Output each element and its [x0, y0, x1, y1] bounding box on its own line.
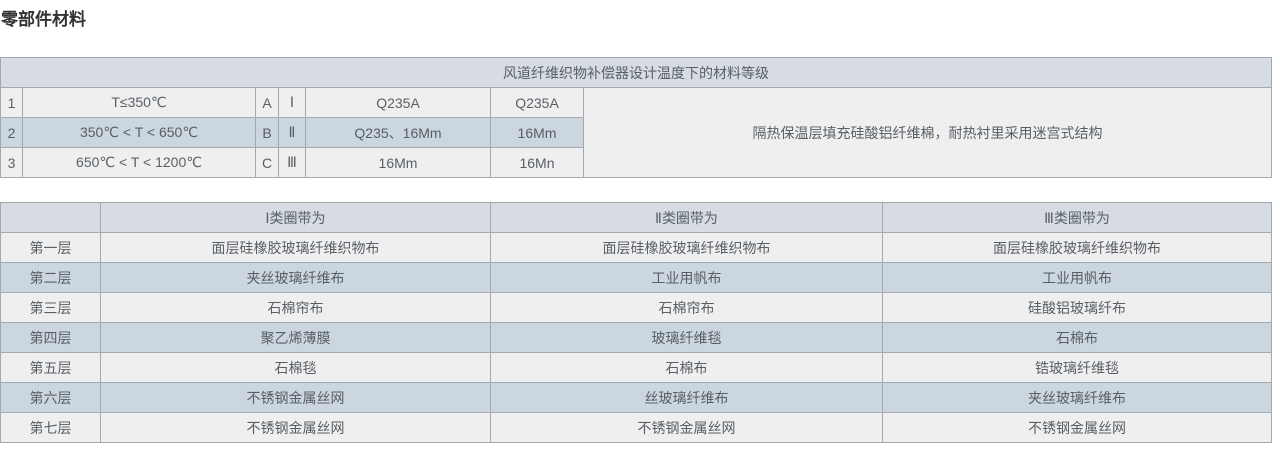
- class1-material: 面层硅橡胶玻璃纤维织物布: [100, 232, 491, 263]
- steel-type-1: 16Mm: [305, 147, 491, 178]
- table-row: 第三层 石棉帘布 石棉帘布 硅酸铝玻璃纤布: [0, 292, 1272, 323]
- class2-material: 工业用帆布: [490, 262, 883, 293]
- steel-type-1: Q235A: [305, 87, 491, 118]
- class3-material: 工业用帆布: [882, 262, 1272, 293]
- row-number: 3: [0, 147, 23, 178]
- class-numeral: Ⅱ: [278, 117, 306, 148]
- grade-letter: C: [255, 147, 279, 178]
- class3-material: 硅酸铝玻璃纤布: [882, 292, 1272, 323]
- layer-label: 第五层: [0, 352, 101, 383]
- class2-material: 玻璃纤维毯: [490, 322, 883, 353]
- layer-label: 第三层: [0, 292, 101, 323]
- table-row: 1 T≤350℃ A Ⅰ Q235A Q235A 隔热保温层填充硅酸铝纤维棉，耐…: [0, 87, 1272, 178]
- band-class-3-header: Ⅲ类圈带为: [882, 202, 1272, 233]
- steel-type-2: 16Mm: [490, 117, 584, 148]
- row-number: 1: [0, 87, 23, 118]
- class2-material: 石棉布: [490, 352, 883, 383]
- row-number: 2: [0, 117, 23, 148]
- temperature-range: 650℃ < T < 1200℃: [22, 147, 256, 178]
- class-numeral: Ⅲ: [278, 147, 306, 178]
- layer-label: 第四层: [0, 322, 101, 353]
- class1-material: 不锈钢金属丝网: [100, 382, 491, 413]
- class3-material: 不锈钢金属丝网: [882, 412, 1272, 443]
- class2-material: 不锈钢金属丝网: [490, 412, 883, 443]
- table-header-row: Ⅰ类圈带为 Ⅱ类圈带为 Ⅲ类圈带为: [0, 202, 1272, 233]
- band-class-1-header: Ⅰ类圈带为: [100, 202, 491, 233]
- band-class-2-header: Ⅱ类圈带为: [490, 202, 883, 233]
- class-numeral: Ⅰ: [278, 87, 306, 118]
- table-row: 第四层 聚乙烯薄膜 玻璃纤维毯 石棉布: [0, 322, 1272, 353]
- table-row: 第七层 不锈钢金属丝网 不锈钢金属丝网 不锈钢金属丝网: [0, 412, 1272, 443]
- page-title: 零部件材料: [1, 10, 86, 29]
- class3-material: 锆玻璃纤维毯: [882, 352, 1272, 383]
- class3-material: 夹丝玻璃纤维布: [882, 382, 1272, 413]
- table-row: 2 350℃ < T < 650℃ B Ⅱ Q235、16Mm 16Mm: [0, 117, 1272, 148]
- class1-material: 石棉毯: [100, 352, 491, 383]
- steel-type-2: 16Mn: [490, 147, 584, 178]
- layer-label: 第六层: [0, 382, 101, 413]
- table-row: 第一层 面层硅橡胶玻璃纤维织物布 面层硅橡胶玻璃纤维织物布 面层硅橡胶玻璃纤维织…: [0, 232, 1272, 263]
- layer-label: 第七层: [0, 412, 101, 443]
- temperature-range: 350℃ < T < 650℃: [22, 117, 256, 148]
- table-row: 3 650℃ < T < 1200℃ C Ⅲ 16Mm 16Mn: [0, 147, 1272, 178]
- class2-material: 丝玻璃纤维布: [490, 382, 883, 413]
- class3-material: 石棉布: [882, 322, 1272, 353]
- layer-label: 第二层: [0, 262, 101, 293]
- insulation-note: 隔热保温层填充硅酸铝纤维棉，耐热衬里采用迷宫式结构: [583, 87, 1272, 178]
- class1-material: 石棉帘布: [100, 292, 491, 323]
- table-row: 第二层 夹丝玻璃纤维布 工业用帆布 工业用帆布: [0, 262, 1272, 293]
- table-row: 第六层 不锈钢金属丝网 丝玻璃纤维布 夹丝玻璃纤维布: [0, 382, 1272, 413]
- material-grade-caption: 风道纤维织物补偿器设计温度下的材料等级: [0, 57, 1272, 88]
- layer-label: 第一层: [0, 232, 101, 263]
- table-row: 第五层 石棉毯 石棉布 锆玻璃纤维毯: [0, 352, 1272, 383]
- table-row: 风道纤维织物补偿器设计温度下的材料等级: [0, 57, 1272, 88]
- class1-material: 夹丝玻璃纤维布: [100, 262, 491, 293]
- class2-material: 石棉帘布: [490, 292, 883, 323]
- material-grade-table: 风道纤维织物补偿器设计温度下的材料等级 1 T≤350℃ A Ⅰ Q235A Q…: [0, 57, 1272, 178]
- grade-letter: A: [255, 87, 279, 118]
- class3-material: 面层硅橡胶玻璃纤维织物布: [882, 232, 1272, 263]
- steel-type-1: Q235、16Mm: [305, 117, 491, 148]
- grade-letter: B: [255, 117, 279, 148]
- class1-material: 不锈钢金属丝网: [100, 412, 491, 443]
- temperature-range: T≤350℃: [22, 87, 256, 118]
- steel-type-2: Q235A: [490, 87, 584, 118]
- class1-material: 聚乙烯薄膜: [100, 322, 491, 353]
- layer-material-table: Ⅰ类圈带为 Ⅱ类圈带为 Ⅲ类圈带为 第一层 面层硅橡胶玻璃纤维织物布 面层硅橡胶…: [0, 202, 1272, 443]
- class2-material: 面层硅橡胶玻璃纤维织物布: [490, 232, 883, 263]
- layer-header-empty: [0, 202, 101, 233]
